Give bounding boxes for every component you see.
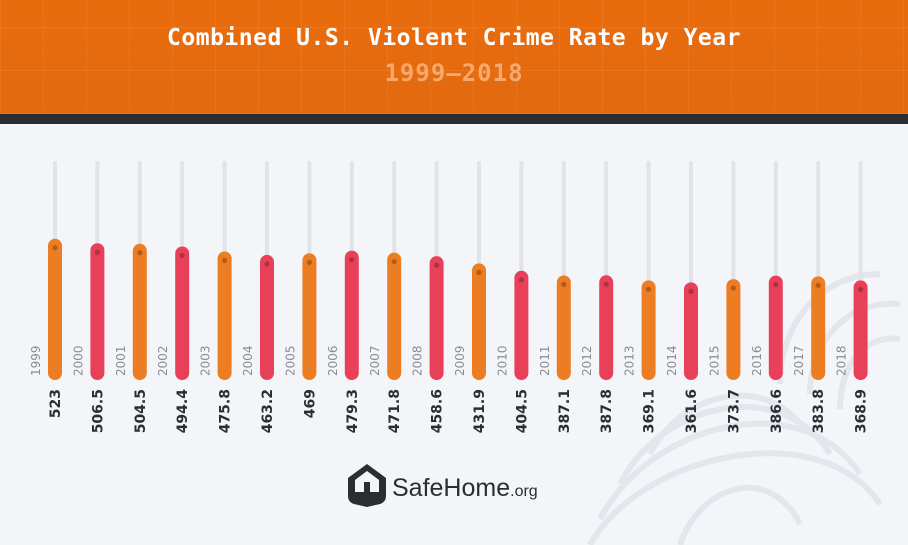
bar-2012: [599, 275, 614, 380]
year-label: 2018: [835, 345, 849, 376]
logo-suffix: .org: [510, 483, 538, 500]
bar-2000: [90, 243, 105, 380]
safehome-logo: SafeHome.org: [346, 462, 576, 512]
bar-dot: [858, 286, 864, 292]
bar-dot: [646, 286, 652, 292]
bars-group: 1999 523 2000 506.5 2001 504.5 2002 494.4 2003 47…: [29, 161, 870, 433]
bar-dot: [222, 257, 228, 264]
value-label: 369.1: [642, 389, 658, 433]
bar-2010: [514, 270, 529, 380]
bar-dot: [306, 259, 312, 265]
bar-dot: [518, 277, 525, 283]
header-grid-pattern: [0, 0, 908, 114]
bar-dot: [137, 250, 143, 256]
header-banner: Combined U.S. Violent Crime Rate by Year…: [0, 0, 908, 114]
bar-2008: [429, 256, 444, 380]
bar-dot: [730, 285, 737, 291]
year-label: 2000: [71, 345, 85, 376]
bar-dot: [179, 252, 185, 259]
bar-2014: [684, 282, 698, 380]
bar-2007: [387, 252, 402, 380]
value-label: 387.8: [599, 389, 615, 433]
bar-dot: [603, 281, 609, 287]
value-label: 386.6: [769, 389, 785, 433]
fingerprint-watermark: [587, 271, 901, 545]
bar-2011: [556, 275, 571, 380]
year-label: 2008: [411, 345, 425, 376]
year-label: 2001: [114, 345, 128, 376]
value-label: 469: [302, 389, 318, 418]
year-label: 2007: [368, 345, 382, 376]
year-label: 2010: [495, 345, 509, 376]
value-label: 494.4: [175, 389, 191, 434]
year-label: 2014: [665, 345, 679, 376]
year-label: 2016: [750, 345, 764, 376]
chart-subtitle: 1999–2018: [384, 59, 524, 87]
house-shield-icon: [348, 464, 386, 507]
year-label: 2002: [156, 345, 170, 376]
value-label: 387.1: [557, 389, 573, 433]
value-label: 361.6: [684, 389, 700, 433]
bar-dot: [434, 262, 440, 268]
bar-chart: 1999 523 2000 506.5 2001 504.5 2002 494.4 2003 47…: [29, 161, 901, 545]
value-label: 373.7: [726, 389, 742, 433]
bar-dot: [264, 261, 270, 267]
value-label: 368.9: [854, 389, 870, 433]
bar-dot: [815, 282, 821, 288]
bar-2006: [344, 250, 359, 380]
bar-dot: [773, 282, 779, 288]
bar-2015: [726, 279, 741, 380]
bar-2003: [217, 251, 232, 380]
value-label: 383.8: [811, 389, 827, 433]
bar-2004: [260, 254, 274, 380]
value-label: 479.3: [345, 389, 361, 433]
bar-dot: [349, 256, 355, 263]
year-label: 2017: [792, 345, 806, 376]
logo-wordmark: SafeHome.org: [392, 474, 538, 503]
year-label: 2006: [326, 345, 340, 376]
header-divider-band: [0, 114, 908, 124]
year-label: 2003: [199, 345, 213, 376]
value-label: 404.5: [514, 389, 530, 433]
value-label: 463.2: [260, 389, 276, 433]
year-label: 2012: [580, 345, 594, 376]
bar-dot: [561, 281, 567, 288]
value-label: 504.5: [133, 389, 149, 433]
year-label: 2015: [707, 345, 721, 376]
bar-dot: [391, 259, 397, 265]
value-label: 431.9: [472, 389, 488, 433]
bar-2013: [641, 280, 656, 380]
value-label: 471.8: [387, 389, 403, 433]
bar-2018: [853, 280, 868, 380]
year-label: 1999: [29, 345, 43, 376]
year-label: 2004: [241, 345, 255, 376]
year-label: 2013: [623, 345, 637, 376]
logo-name: SafeHome: [392, 474, 511, 502]
bar-2002: [175, 246, 190, 380]
value-label: 475.8: [218, 389, 234, 433]
bar-dot: [688, 288, 694, 294]
bar-2009: [472, 263, 486, 380]
bar-dot: [52, 245, 58, 251]
bar-dot: [94, 249, 100, 255]
bar-dot: [476, 269, 482, 275]
year-label: 2011: [538, 345, 552, 376]
bar-2005: [302, 253, 317, 380]
year-label: 2009: [453, 345, 467, 376]
bar-2016: [768, 275, 783, 380]
bar-2001: [132, 243, 147, 380]
value-label: 506.5: [90, 389, 106, 433]
chart-title: Combined U.S. Violent Crime Rate by Year: [167, 25, 741, 51]
year-label: 2005: [283, 345, 297, 376]
bar-1999: [48, 238, 62, 380]
value-label: 458.6: [430, 389, 446, 433]
bar-2017: [811, 276, 826, 380]
value-label: 523: [48, 389, 64, 418]
